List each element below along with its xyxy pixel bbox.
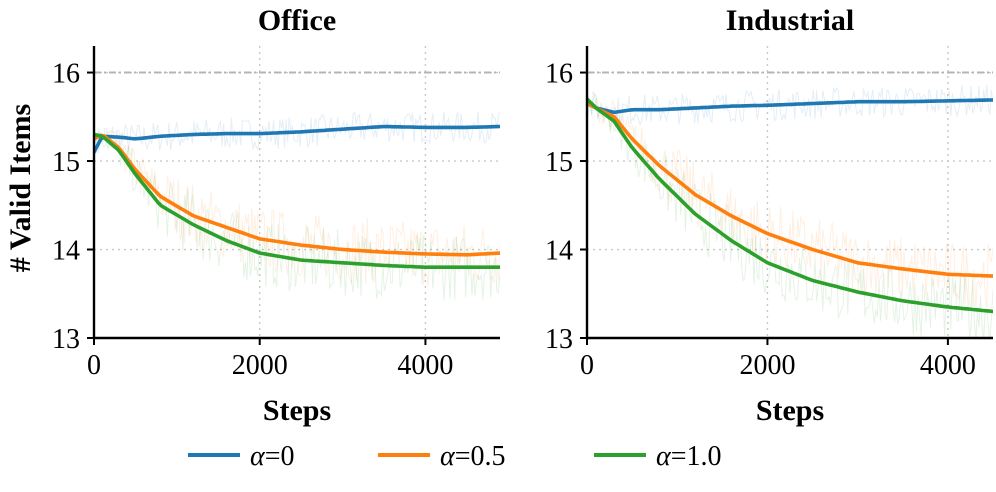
series-line-2 xyxy=(587,97,993,314)
x-tick-label: 2000 xyxy=(739,350,795,381)
series-line-0 xyxy=(587,98,993,115)
x-tick-label: 0 xyxy=(580,350,594,381)
y-tick-label: 14 xyxy=(545,236,573,267)
series-noise-0 xyxy=(587,84,993,128)
y-tick-label: 15 xyxy=(52,147,80,178)
series-noise-1 xyxy=(94,129,500,287)
x-axis-label: Steps xyxy=(756,394,824,427)
y-tick-label: 13 xyxy=(545,324,573,355)
series-noise-1 xyxy=(587,95,993,310)
panel-title: Office xyxy=(258,4,336,37)
series-noise-2 xyxy=(94,127,500,301)
y-tick-label: 15 xyxy=(545,147,573,178)
y-axis-label: # Valid Items xyxy=(4,104,37,272)
legend-label: α=0 xyxy=(250,441,295,472)
legend-label: α=1.0 xyxy=(656,441,722,472)
x-tick-label: 4000 xyxy=(397,350,453,381)
panel-industrial: 13 14 15 16 0 2000 4000 Industrial Steps xyxy=(545,4,993,427)
series-line-1 xyxy=(587,101,993,278)
series-line-2 xyxy=(94,132,500,270)
x-tick-label: 2000 xyxy=(232,350,288,381)
x-axis-label: Steps xyxy=(263,394,331,427)
x-tick-label: 0 xyxy=(87,350,101,381)
series-noise-0 xyxy=(94,111,500,169)
panel-office: 13 14 15 16 0 2000 4000 Office Steps xyxy=(52,4,500,427)
y-tick-label: 14 xyxy=(52,236,80,267)
series-noise-2 xyxy=(587,93,993,338)
y-tick-label: 16 xyxy=(52,59,80,90)
x-tick-label: 4000 xyxy=(920,350,976,381)
legend: α=0 α=0.5 α=1.0 xyxy=(188,441,722,472)
series-line-1 xyxy=(94,133,500,257)
legend-label: α=0.5 xyxy=(440,441,506,472)
y-tick-label: 16 xyxy=(545,59,573,90)
panel-title: Industrial xyxy=(726,4,854,37)
series-line-0 xyxy=(94,124,500,154)
y-tick-label: 13 xyxy=(52,324,80,355)
